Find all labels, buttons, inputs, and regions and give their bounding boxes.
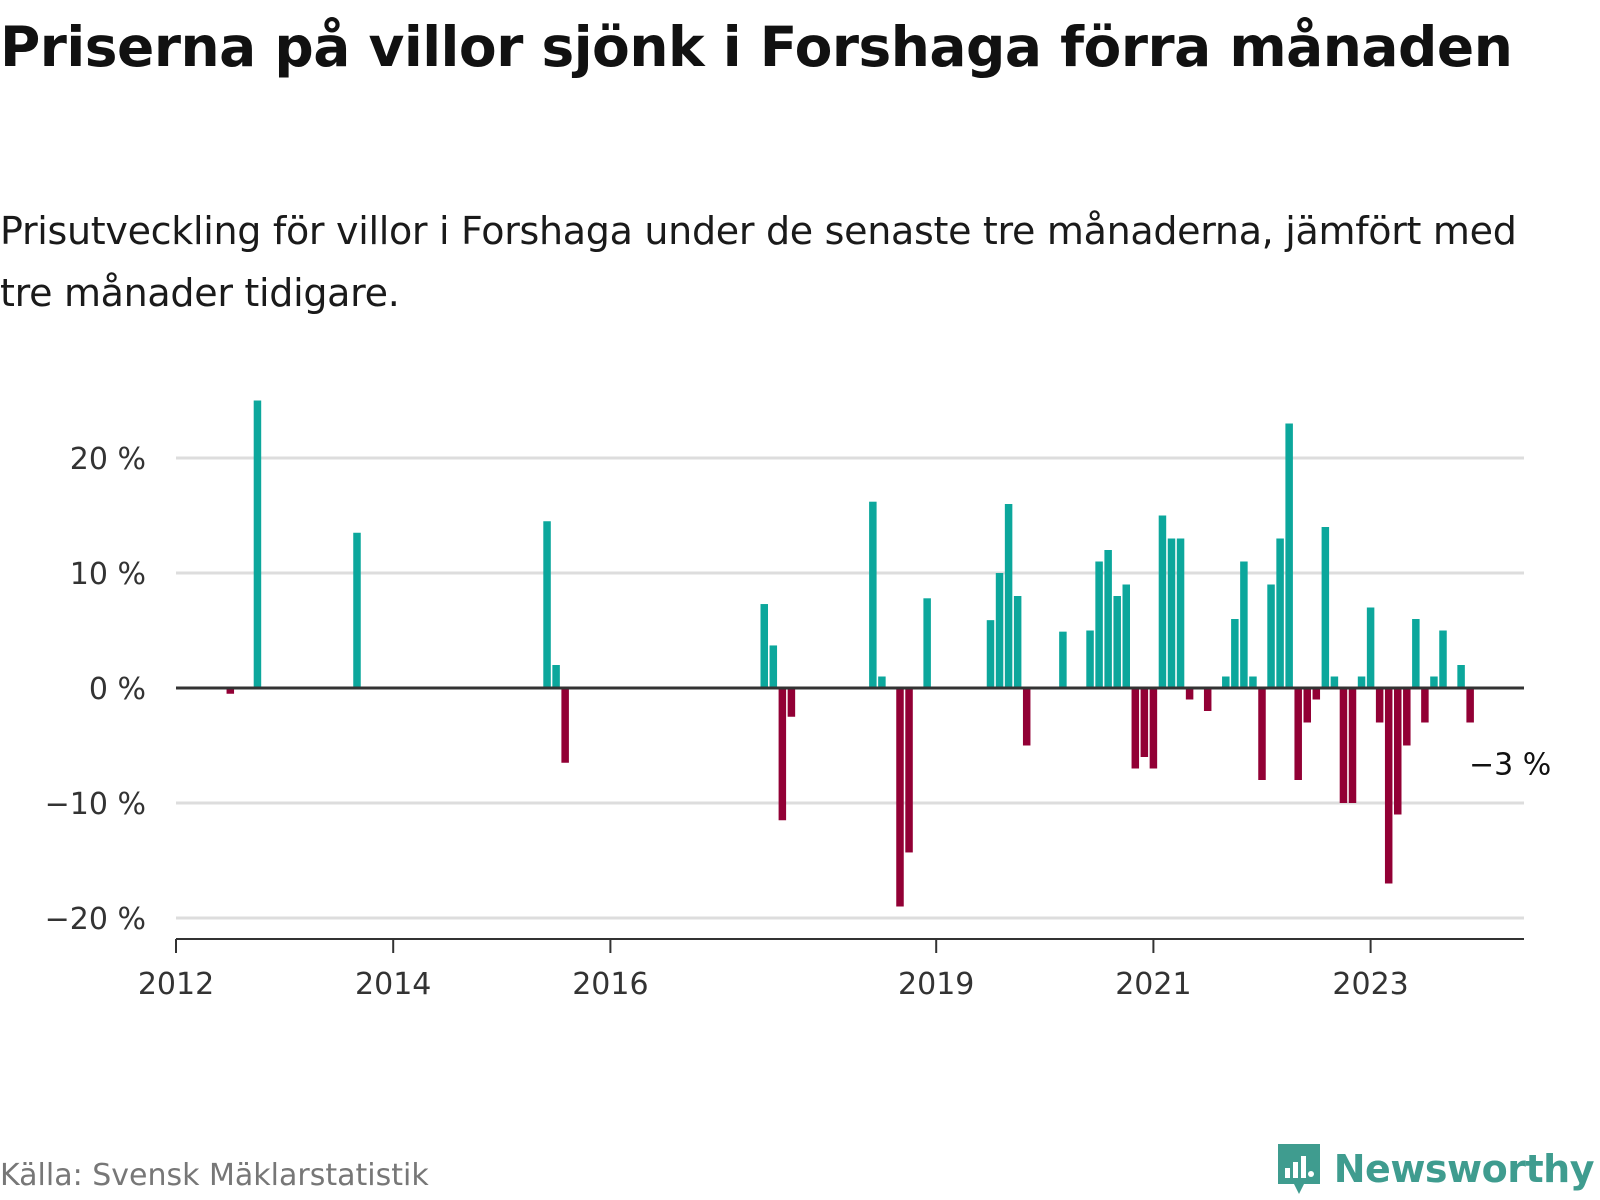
bar [353,532,361,688]
bar-chart: 20 %10 %0 %−10 %−20 % 2012 2014 2016 2019 20… [45,400,1551,1002]
x-tick-label: 2021 [1115,967,1191,1002]
bar [1457,665,1465,688]
bar [561,688,569,763]
bar [1466,688,1474,723]
bar [1222,676,1230,688]
bar [1240,561,1248,688]
bar [1004,504,1013,688]
bar [769,645,778,688]
bar [1095,561,1103,688]
y-tick-label: 20 % [70,442,146,477]
source-note: Källa: Svensk Mäklarstatistik [0,1158,429,1193]
newsworthy-logo-icon [1277,1144,1320,1194]
bar [1258,688,1266,780]
chart-title: Priserna på villor sjönk i Forshaga förr… [0,15,1513,79]
bar [1403,688,1411,746]
bar [1294,688,1302,780]
bar [1013,596,1022,688]
bar [1086,630,1094,688]
bar [1158,515,1167,688]
bar [1140,688,1149,757]
x-tick-label: 2023 [1332,967,1408,1002]
bar [253,400,262,688]
bar [1430,676,1438,688]
bar [905,688,913,853]
bar [869,501,877,688]
x-tick-label: 2016 [572,967,648,1002]
bar [878,676,886,688]
bar [923,598,931,688]
bar [1375,688,1384,723]
bar [1231,619,1239,688]
bar [1276,538,1284,688]
bar [1348,688,1357,803]
bar [1167,538,1176,688]
y-tick-label: −20 % [45,902,146,937]
bar [1185,688,1194,700]
y-tick-label: 10 % [70,557,146,592]
bar [1022,688,1031,746]
bar [1366,607,1375,688]
bar [1203,688,1212,711]
brand-name: Newsworthy [1333,1147,1595,1191]
bar [1059,631,1067,688]
bar [1394,688,1402,815]
bar [1122,584,1130,688]
bar [787,688,796,717]
bar [552,665,560,688]
bar [1267,584,1275,688]
bar [1104,550,1112,688]
bar [1339,688,1348,803]
bar [778,688,787,821]
y-tick-label: −10 % [45,787,146,822]
brand-logo[interactable]: Newsworthy [1274,1140,1595,1198]
last-value-annotation: −3 % [1469,748,1551,783]
bar [1149,688,1158,769]
bar [1421,688,1429,723]
bar [226,688,235,694]
x-tick-label: 2012 [138,967,214,1002]
bar [1330,676,1339,688]
bar [1321,527,1330,688]
bar [896,688,904,907]
chart-subtitle: Prisutveckling för villor i Forshaga und… [0,209,1517,315]
x-tick-label: 2019 [898,967,974,1002]
annotations: −3 % [1469,748,1551,783]
bars [226,400,1474,907]
bar [1384,688,1393,884]
bar [1312,688,1321,700]
bar [1303,688,1311,723]
bar [1285,423,1293,688]
bar [1131,688,1140,769]
bar [1249,676,1257,688]
bar [1176,538,1185,688]
bar [1412,619,1420,688]
bar [760,604,768,688]
bar [986,620,995,688]
bar [1439,630,1447,688]
gridlines [176,456,1524,920]
bar [995,573,1004,688]
x-axis: 2012 2014 2016 2019 2021 2023 [138,686,1524,1002]
bar [1357,676,1366,688]
x-tick-label: 2014 [355,967,431,1002]
y-tick-label: 0 % [89,672,146,707]
bar [543,521,551,688]
bar [1113,596,1121,688]
y-axis-labels: 20 % 10 % 0 % −10 % −20 % [45,442,146,937]
